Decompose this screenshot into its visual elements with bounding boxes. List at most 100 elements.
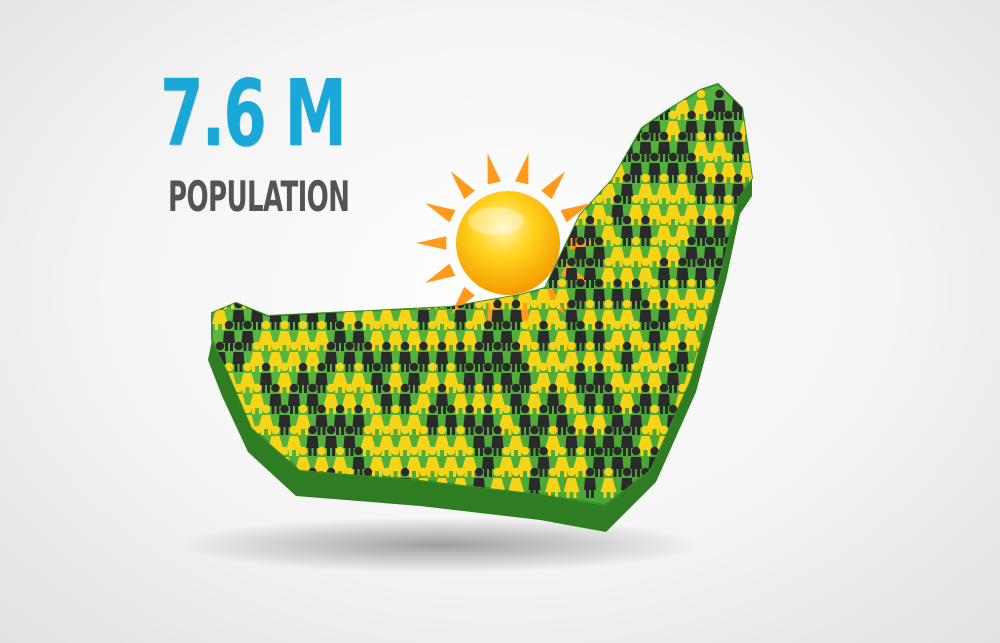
person-icon <box>741 236 752 267</box>
person-icon <box>424 320 441 351</box>
person-icon <box>415 425 432 456</box>
person-icon <box>685 110 698 141</box>
person-icon <box>713 425 726 456</box>
person-icon <box>295 320 311 351</box>
person-icon <box>482 404 494 435</box>
person-icon <box>582 341 598 372</box>
person-icon <box>720 194 737 225</box>
person-icon <box>350 362 367 393</box>
person-icon <box>498 404 515 435</box>
person-icon <box>526 383 543 414</box>
person-icon <box>748 268 752 288</box>
person-icon <box>683 320 700 351</box>
person-icon <box>461 110 478 141</box>
person-icon <box>454 341 467 372</box>
person-icon <box>482 110 494 141</box>
person-icon <box>711 131 728 162</box>
person-icon <box>609 362 626 393</box>
person-icon <box>732 383 744 414</box>
person-icon <box>343 257 356 288</box>
person-icon <box>352 194 365 225</box>
person-icon <box>434 89 450 120</box>
person-icon <box>297 278 309 309</box>
person-icon <box>720 152 737 183</box>
person-icon <box>713 341 726 372</box>
person-icon <box>563 131 580 162</box>
person-icon <box>445 110 457 141</box>
person-icon <box>295 236 311 267</box>
person-icon <box>239 236 256 267</box>
person-icon <box>630 446 642 477</box>
person-icon <box>685 152 698 183</box>
person-icon <box>387 446 404 477</box>
person-icon <box>417 341 430 372</box>
person-icon <box>665 110 681 141</box>
person-icon <box>574 236 587 267</box>
person-icon <box>537 110 550 141</box>
person-icon <box>452 131 469 162</box>
person-icon <box>389 236 402 267</box>
person-icon <box>676 257 689 288</box>
person-icon <box>360 173 376 204</box>
person-icon <box>591 194 607 225</box>
person-icon <box>325 257 337 288</box>
person-icon <box>306 383 319 414</box>
person-icon <box>621 341 633 372</box>
person-icon <box>443 362 459 393</box>
person-icon <box>639 299 652 330</box>
person-icon <box>212 425 228 456</box>
person-icon <box>445 278 457 309</box>
person-icon <box>656 341 672 372</box>
person-icon <box>554 446 570 477</box>
person-icon <box>554 278 570 309</box>
person-icon <box>380 173 393 204</box>
person-icon <box>286 257 302 288</box>
person-icon <box>473 425 485 456</box>
person-icon <box>720 404 737 435</box>
person-icon <box>658 383 670 414</box>
person-icon <box>602 383 615 414</box>
person-icon <box>526 341 543 372</box>
person-icon <box>452 383 469 414</box>
person-icon <box>658 131 670 162</box>
person-icon <box>665 278 681 309</box>
person-icon <box>482 446 494 477</box>
person-icon <box>426 110 439 141</box>
person-icon <box>230 257 247 288</box>
person-icon <box>611 446 624 477</box>
person-icon <box>315 404 328 435</box>
person-icon <box>591 404 607 435</box>
person-icon <box>584 215 596 246</box>
sun-icon <box>416 153 600 333</box>
person-icon <box>360 257 376 288</box>
person-icon <box>406 446 422 477</box>
person-icon <box>600 467 617 498</box>
person-icon <box>621 215 633 246</box>
person-icon <box>600 215 617 246</box>
person-icon <box>545 89 561 120</box>
person-icon <box>600 257 617 288</box>
person-icon <box>639 131 652 162</box>
person-icon <box>323 383 339 414</box>
person-icon <box>471 383 487 414</box>
person-icon <box>380 89 393 120</box>
person-icon <box>574 320 587 351</box>
person-icon <box>572 404 589 435</box>
person-icon <box>593 446 605 477</box>
person-icon <box>730 467 746 498</box>
person-icon <box>628 320 644 351</box>
person-icon <box>436 383 448 414</box>
person-icon <box>463 404 476 435</box>
person-icon <box>545 341 561 372</box>
person-icon <box>500 152 513 183</box>
person-icon <box>611 278 624 309</box>
person-icon <box>369 404 385 435</box>
person-icon <box>387 320 404 351</box>
person-icon <box>332 446 348 477</box>
person-icon <box>315 236 328 267</box>
person-icon <box>582 299 598 330</box>
person-icon <box>574 110 587 141</box>
person-icon <box>602 131 615 162</box>
person-icon <box>399 257 411 288</box>
person-icon <box>658 257 670 288</box>
